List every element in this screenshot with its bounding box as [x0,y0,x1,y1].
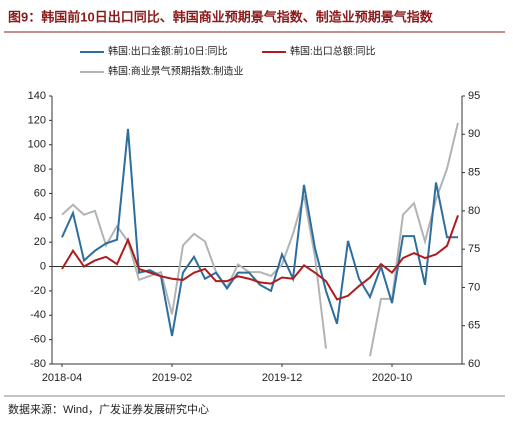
legend-label: 韩国:商业景气预期指数:制造业 [108,65,244,78]
y-tick-label: -40 [30,309,46,321]
y-tick-label: -20 [30,285,46,297]
series-line [61,122,459,357]
y2-tick-label: 65 [468,320,480,332]
y-tick-label: 60 [34,187,46,199]
chart-title: 图9：韩国前10日出口同比、韩国商业预期景气指数、制造业预期景气指数 [8,9,434,24]
x-tick-label: 2018-04 [42,372,82,384]
y2-tick-label: 60 [468,358,480,370]
series-line [61,215,459,301]
y-tick-label: -60 [30,334,46,346]
y2-tick-label: 90 [468,128,480,140]
y2-tick-label: 70 [468,281,480,293]
y-tick-label: 0 [40,260,46,272]
y-tick-label: 140 [28,90,46,102]
y-tick-label: 20 [34,236,46,248]
y2-tick-label: 85 [468,166,480,178]
y-tick-label: -80 [30,358,46,370]
legend-label: 韩国:出口金额:前10日:同比 [108,45,227,58]
y-tick-label: 120 [28,114,46,126]
y-tick-label: 80 [34,163,46,175]
legend-label: 韩国:出口总额:同比 [290,45,376,58]
y2-tick-label: 95 [468,90,480,102]
y2-tick-label: 75 [468,243,480,255]
y-tick-label: 40 [34,212,46,224]
source: 数据来源：Wind，广发证券发展研究中心 [8,402,209,416]
x-tick-label: 2020-10 [372,372,412,384]
x-tick-label: 2019-02 [152,372,192,384]
y2-tick-label: 80 [468,205,480,217]
series-line [61,128,458,337]
x-tick-label: 2019-12 [262,372,302,384]
y-tick-label: 100 [28,139,46,151]
